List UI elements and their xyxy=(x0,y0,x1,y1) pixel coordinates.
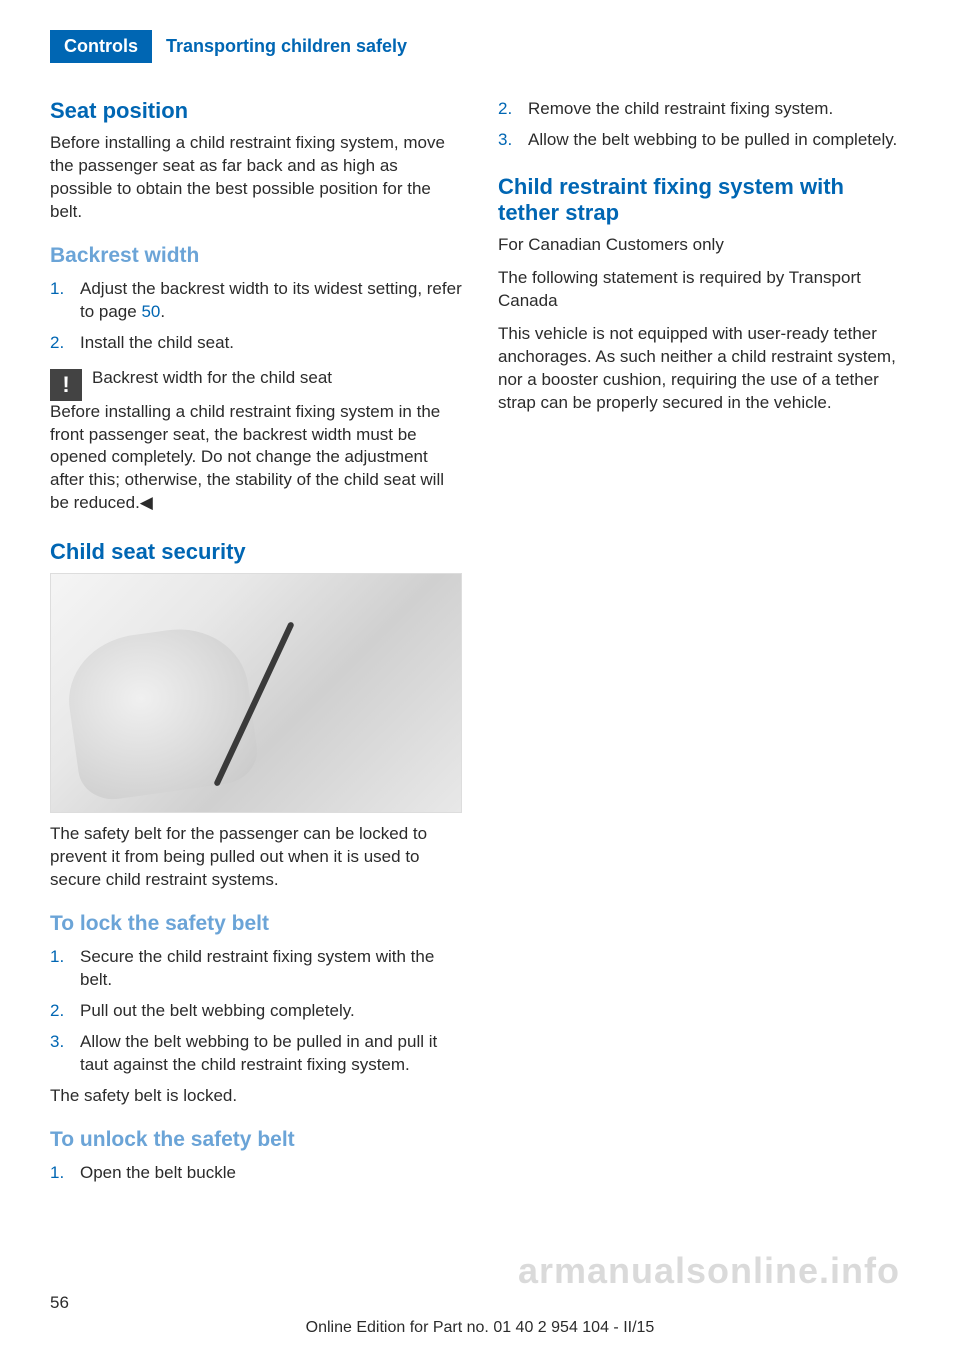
list-number: 2. xyxy=(50,1000,80,1023)
list-item: 2. Install the child seat. xyxy=(50,332,462,355)
manual-page: Controls Transporting children safely Se… xyxy=(0,0,960,1362)
page-footer: 56 Online Edition for Part no. 01 40 2 9… xyxy=(50,1293,910,1337)
list-text: Pull out the belt webbing completely. xyxy=(80,1000,462,1023)
list-number: 1. xyxy=(50,1162,80,1185)
tab-controls: Controls xyxy=(50,30,152,63)
warning-icon xyxy=(50,369,82,401)
heading-lock-belt: To lock the safety belt xyxy=(50,912,462,936)
list-item: 1. Secure the child restraint fixing sys… xyxy=(50,946,462,992)
list-text: Allow the belt webbing to be pulled in c… xyxy=(528,129,910,152)
left-column: Seat position Before installing a child … xyxy=(50,98,462,1362)
list-number: 3. xyxy=(498,129,528,152)
heading-backrest-width: Backrest width xyxy=(50,244,462,268)
footer-text: Online Edition for Part no. 01 40 2 954 … xyxy=(50,1319,910,1337)
warning-block: Backrest width for the child seat xyxy=(50,367,462,401)
heading-unlock-belt: To unlock the safety belt xyxy=(50,1128,462,1152)
tab-section-title: Transporting children safely xyxy=(152,30,421,63)
list-number: 2. xyxy=(50,332,80,355)
list-text: Adjust the backrest width to its widest … xyxy=(80,278,462,324)
list-item: 3. Allow the belt webbing to be pulled i… xyxy=(50,1031,462,1077)
text-fragment: . xyxy=(160,302,165,321)
right-column: 2. Remove the child restraint fixing sys… xyxy=(498,98,910,1362)
list-item: 1. Open the belt buckle xyxy=(50,1162,462,1185)
warning-body: Before installing a child restraint fixi… xyxy=(50,401,462,516)
list-item: 1. Adjust the backrest width to its wide… xyxy=(50,278,462,324)
list-item: 2. Remove the child restraint fixing sys… xyxy=(498,98,910,121)
text-locked: The safety belt is locked. xyxy=(50,1085,462,1108)
list-item: 3. Allow the belt webbing to be pulled i… xyxy=(498,129,910,152)
list-text: Secure the child restraint fixing system… xyxy=(80,946,462,992)
text-canadian: For Canadian Customers only xyxy=(498,234,910,257)
heading-seat-position: Seat position xyxy=(50,98,462,124)
page-number: 56 xyxy=(50,1293,910,1313)
list-text: Remove the child restraint fixing system… xyxy=(528,98,910,121)
illustration-child-seat xyxy=(50,573,462,813)
text-tether-body: This vehicle is not equipped with user-r… xyxy=(498,323,910,415)
text-transport-canada: The following statement is required by T… xyxy=(498,267,910,313)
header-tabs: Controls Transporting children safely xyxy=(50,30,910,63)
page-link[interactable]: 50 xyxy=(141,302,160,321)
list-number: 1. xyxy=(50,278,80,324)
illustration-caption: The safety belt for the passenger can be… xyxy=(50,823,462,892)
list-text: Allow the belt webbing to be pulled in a… xyxy=(80,1031,462,1077)
warning-title: Backrest width for the child seat xyxy=(92,367,332,390)
list-number: 1. xyxy=(50,946,80,992)
list-text: Open the belt buckle xyxy=(80,1162,462,1185)
list-number: 3. xyxy=(50,1031,80,1077)
heading-child-seat-security: Child seat security xyxy=(50,539,462,565)
text-seat-position: Before installing a child restraint fixi… xyxy=(50,132,462,224)
text-fragment: Adjust the backrest width to its widest … xyxy=(80,279,462,321)
list-number: 2. xyxy=(498,98,528,121)
heading-tether-strap: Child restraint fixing system with tethe… xyxy=(498,174,910,226)
list-item: 2. Pull out the belt webbing completely. xyxy=(50,1000,462,1023)
seat-shape xyxy=(61,621,262,804)
list-text: Install the child seat. xyxy=(80,332,462,355)
content-columns: Seat position Before installing a child … xyxy=(50,98,910,1362)
